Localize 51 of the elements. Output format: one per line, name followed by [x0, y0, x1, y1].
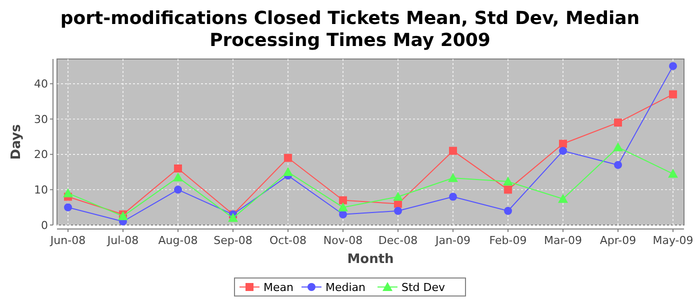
point: [283, 167, 293, 176]
legend-label: Mean: [264, 280, 294, 294]
legend-label: Median: [326, 280, 366, 294]
x-tick-label: Jan-09: [434, 234, 470, 247]
x-tick-label: Dec-08: [378, 234, 418, 247]
point: [669, 62, 677, 70]
point: [284, 154, 292, 162]
point: [503, 176, 513, 186]
point: [394, 206, 402, 215]
point: [228, 212, 238, 222]
x-tick-label: Oct-08: [270, 234, 306, 247]
point: [63, 188, 73, 198]
point: [339, 210, 347, 218]
point: [614, 160, 622, 169]
point: [64, 203, 72, 212]
x-axis-title: Month: [347, 252, 394, 267]
x-tick-label: Aug-08: [158, 234, 198, 247]
point: [614, 118, 622, 127]
legend-label: Std Dev: [402, 280, 446, 294]
x-tick-label: Sep-08: [214, 234, 252, 247]
point: [504, 186, 512, 194]
y-tick-label: 30: [34, 112, 48, 126]
y-tick-label: 10: [34, 184, 48, 197]
x-tick-label: Apr-09: [600, 234, 636, 247]
point: [174, 186, 182, 194]
x-tick-label: Jun-08: [49, 234, 86, 247]
point: [393, 192, 403, 201]
point: [449, 146, 457, 155]
x-tick-label: Mar-09: [544, 234, 582, 247]
x-tick-label: Nov-08: [323, 234, 363, 247]
point: [559, 140, 567, 148]
point: [559, 146, 567, 155]
point: [173, 172, 183, 182]
point: [448, 173, 458, 182]
point: [668, 168, 678, 178]
point: [174, 164, 182, 172]
point: [558, 194, 568, 203]
x-tick-label: May-09: [652, 234, 694, 247]
point: [338, 202, 348, 212]
point: [613, 142, 623, 152]
y-tick-label: 0: [41, 218, 48, 232]
point: [339, 196, 347, 204]
y-tick-label: 20: [34, 148, 48, 162]
point: [504, 206, 512, 215]
y-tick-label: 40: [34, 78, 48, 91]
point: [449, 192, 457, 201]
y-axis-title: Days: [9, 124, 24, 160]
x-tick-label: Feb-09: [489, 234, 527, 247]
chart-title: port-modifications Closed Tickets Mean, Std Dev, Median Processing Times May 2009: [60, 8, 640, 51]
point: [669, 90, 677, 98]
x-tick-label: Jul-08: [106, 234, 139, 247]
